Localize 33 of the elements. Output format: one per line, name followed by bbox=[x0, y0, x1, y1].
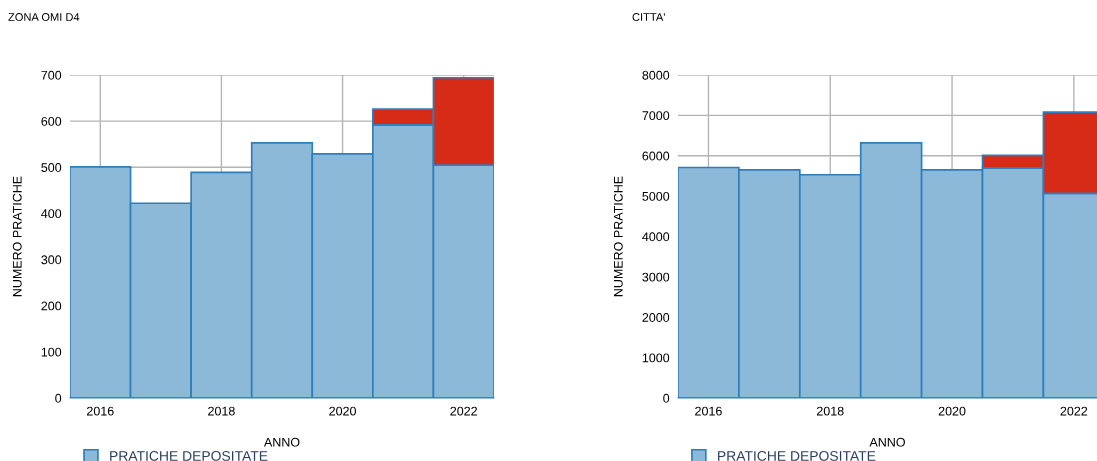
x-tick-label: 2018 bbox=[816, 406, 844, 416]
y-tick-label: 700 bbox=[41, 70, 62, 80]
y-tick-label: 400 bbox=[41, 209, 62, 219]
y-tick-label: 0 bbox=[55, 393, 62, 403]
legend-label: PRATICHE DEPOSITATE bbox=[110, 451, 268, 461]
chart-title: ZONA OMI D4 bbox=[8, 13, 80, 21]
y-tick-label: 600 bbox=[41, 116, 62, 126]
y-axis-title: NUMERO PRATICHE bbox=[12, 176, 22, 297]
x-tick-label: 2020 bbox=[938, 406, 966, 416]
y-axis-title: NUMERO PRATICHE bbox=[613, 176, 623, 297]
y-tick-label: 500 bbox=[41, 163, 62, 172]
y-tick-label: 1000 bbox=[642, 353, 670, 363]
y-tick-label: 100 bbox=[41, 347, 62, 357]
x-tick-label: 2018 bbox=[208, 406, 235, 416]
x-axis-title: ANNO bbox=[263, 437, 300, 447]
y-tick-label: 300 bbox=[41, 255, 62, 265]
x-tick-label: 2016 bbox=[695, 406, 722, 416]
y-tick-label: 2000 bbox=[642, 313, 670, 322]
x-tick-label: 2022 bbox=[1060, 406, 1088, 416]
y-tick-label: 5000 bbox=[642, 191, 670, 201]
x-tick-label: 2022 bbox=[450, 406, 477, 416]
y-tick-label: 8000 bbox=[642, 70, 670, 80]
y-tick-label: 3000 bbox=[642, 272, 670, 282]
legend-label: PRATICHE DEPOSITATE bbox=[718, 451, 876, 461]
y-tick-label: 6000 bbox=[642, 151, 670, 161]
x-tick-label: 2020 bbox=[329, 406, 356, 416]
chart-title: CITTA' bbox=[632, 13, 665, 21]
y-tick-label: 4000 bbox=[642, 232, 670, 242]
x-axis-title: ANNO bbox=[869, 437, 905, 447]
x-tick-label: 2016 bbox=[87, 406, 114, 416]
y-tick-label: 200 bbox=[41, 301, 62, 311]
y-tick-label: 0 bbox=[663, 393, 670, 403]
y-tick-label: 7000 bbox=[642, 111, 670, 121]
